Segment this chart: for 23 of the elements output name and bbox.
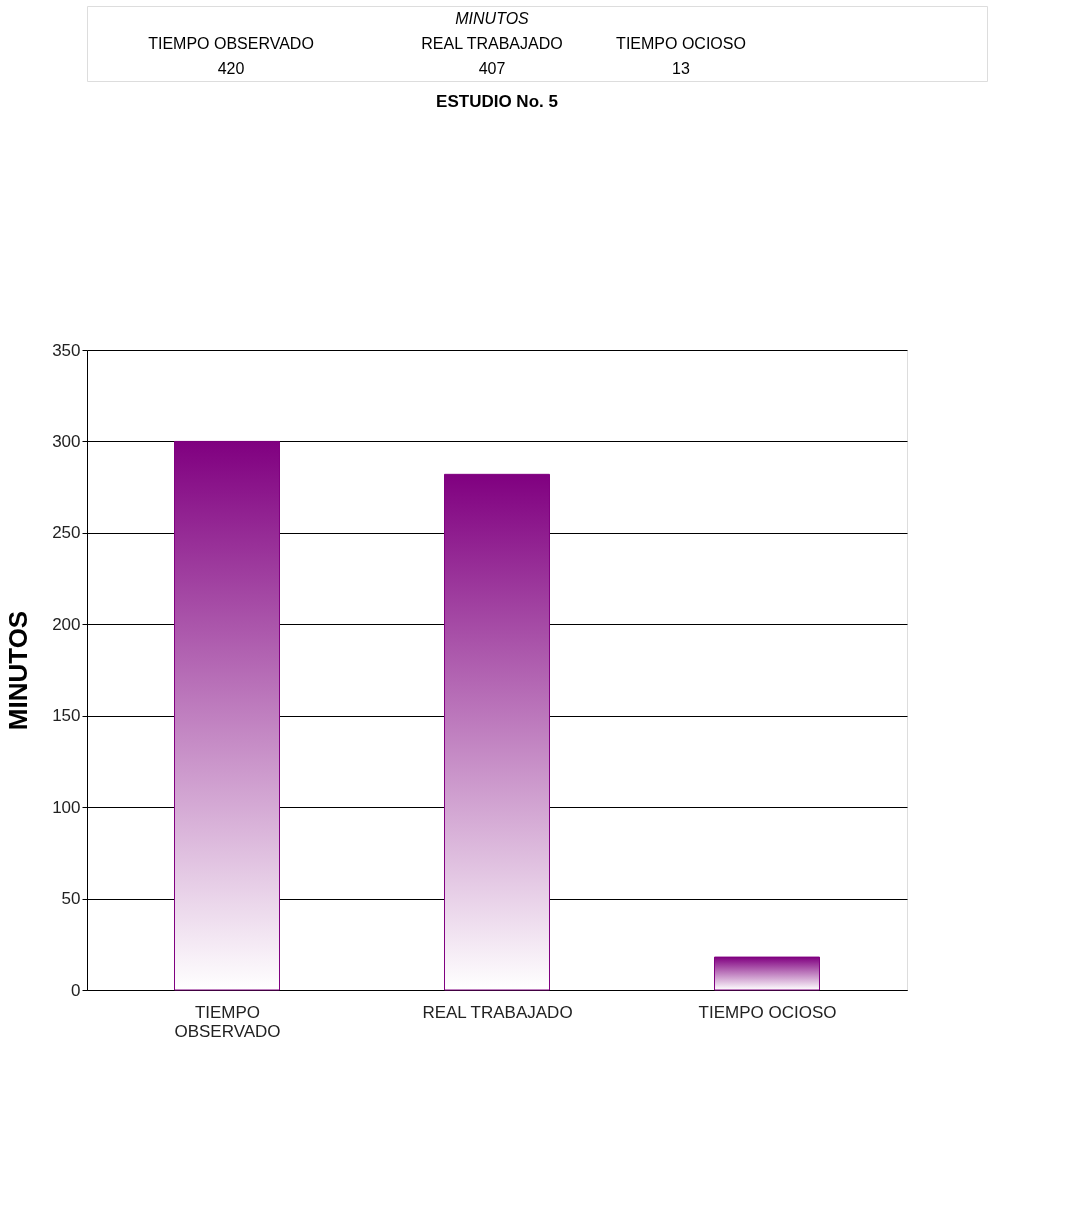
y-axis-title: MINUTOS [3,610,34,731]
y-tick-label: 150 [52,706,81,726]
bar [174,440,280,991]
y-tick-label: 0 [71,980,81,1000]
text: 420 [217,59,245,77]
x-tick-label: TIEMPO OBSERVADO [174,1002,281,1041]
bar [444,473,550,991]
text: REAL TRABAJADO [421,34,563,52]
x-tick-label: REAL TRABAJADO [422,1002,573,1022]
bar [714,956,820,991]
x-tick-label: TIEMPO OCIOSO [698,1002,837,1022]
y-tick-label: 300 [52,431,81,451]
y-tick-label: 100 [52,797,81,817]
text: TIEMPO OCIOSO [616,34,746,52]
y-tick-label: 250 [52,523,81,543]
text: 13 [672,59,690,77]
text: MINUTOS [455,9,530,27]
y-tick-label: 350 [52,340,81,360]
y-tick-label: 200 [52,614,81,634]
text: 407 [478,59,506,77]
chart-title: ESTUDIO No. 5 [436,92,558,111]
y-tick-label: 50 [61,889,81,909]
text: TIEMPO OBSERVADO [148,34,314,52]
